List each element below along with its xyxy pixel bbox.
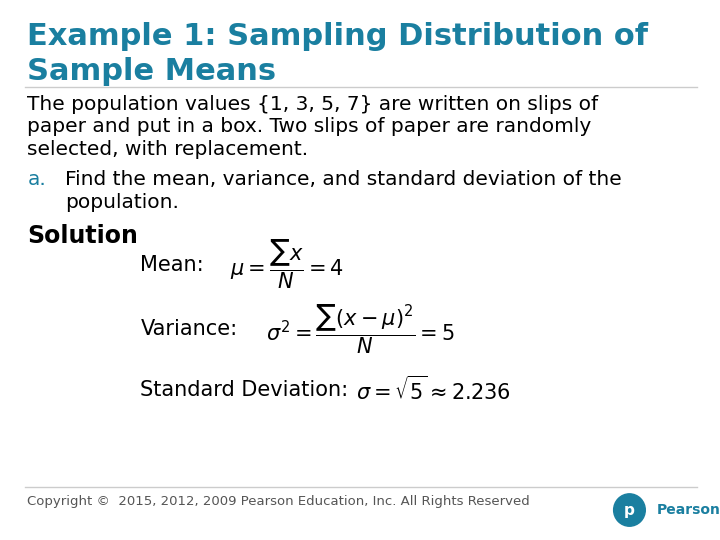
Text: Standard Deviation:: Standard Deviation: — [140, 380, 348, 400]
Text: $\sigma^2 = \dfrac{\sum(x-\mu)^2}{N} = 5$: $\sigma^2 = \dfrac{\sum(x-\mu)^2}{N} = 5… — [266, 302, 455, 356]
Text: Example 1: Sampling Distribution of: Example 1: Sampling Distribution of — [27, 22, 649, 51]
Text: $\mu = \dfrac{\sum x}{N} = 4$: $\mu = \dfrac{\sum x}{N} = 4$ — [230, 238, 344, 292]
Circle shape — [613, 494, 645, 526]
Text: Find the mean, variance, and standard deviation of the: Find the mean, variance, and standard de… — [65, 170, 621, 189]
Text: Copyright ©  2015, 2012, 2009 Pearson Education, Inc. All Rights Reserved: Copyright © 2015, 2012, 2009 Pearson Edu… — [27, 495, 530, 508]
Text: Sample Means: Sample Means — [27, 57, 276, 86]
Text: Variance:: Variance: — [140, 319, 238, 340]
Text: a.: a. — [27, 170, 46, 189]
Text: selected, with replacement.: selected, with replacement. — [27, 140, 308, 159]
Text: Mean:: Mean: — [140, 254, 204, 275]
Text: The population values {1, 3, 5, 7} are written on slips of: The population values {1, 3, 5, 7} are w… — [27, 94, 598, 113]
Text: p: p — [624, 503, 635, 517]
Text: Solution: Solution — [27, 224, 138, 248]
Text: Pearson: Pearson — [657, 503, 720, 517]
Text: population.: population. — [65, 193, 179, 212]
Text: $\sigma = \sqrt{5} \approx 2.236$: $\sigma = \sqrt{5} \approx 2.236$ — [356, 376, 511, 404]
Text: paper and put in a box. Two slips of paper are randomly: paper and put in a box. Two slips of pap… — [27, 117, 592, 136]
